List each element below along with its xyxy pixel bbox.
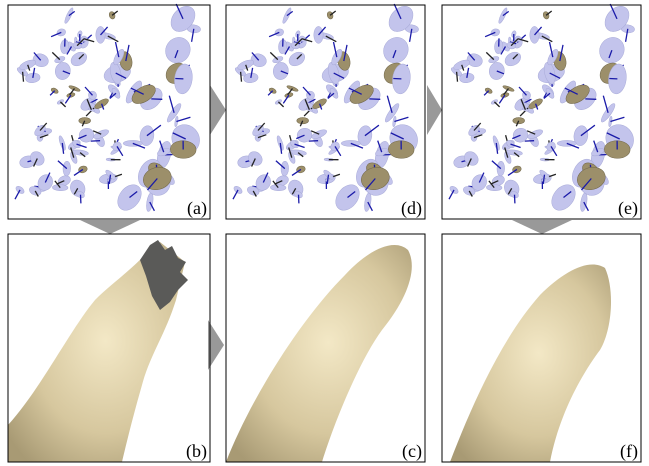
normal	[176, 117, 190, 121]
splat	[108, 11, 116, 20]
normal	[494, 102, 499, 107]
normal	[241, 72, 242, 82]
panel-label: (b)	[186, 441, 207, 462]
splat	[56, 28, 66, 37]
arrow	[512, 220, 572, 234]
normal	[610, 117, 624, 121]
panel-label: (a)	[187, 198, 207, 219]
splat	[503, 49, 524, 68]
normal	[23, 72, 24, 82]
panel-label: (c)	[402, 441, 422, 462]
splat	[513, 117, 525, 124]
normal	[278, 102, 283, 107]
normal	[457, 72, 458, 82]
figure: (a) (d) (e) (b) (c) (f)	[0, 0, 649, 466]
normal	[394, 117, 408, 121]
splat	[326, 11, 334, 20]
normal	[387, 96, 392, 113]
normal	[169, 96, 174, 113]
normal	[60, 102, 65, 107]
splat	[311, 97, 328, 111]
surface-f	[450, 264, 611, 462]
arrow	[427, 85, 442, 135]
surface-c	[226, 245, 412, 462]
panel-label: (e)	[618, 198, 638, 219]
panel-label: (f)	[620, 441, 638, 462]
arrow	[80, 220, 140, 234]
splat	[161, 33, 195, 68]
arrow	[210, 85, 226, 135]
normal	[603, 96, 608, 113]
panel-label: (d)	[401, 198, 422, 219]
surface-b	[8, 240, 188, 462]
